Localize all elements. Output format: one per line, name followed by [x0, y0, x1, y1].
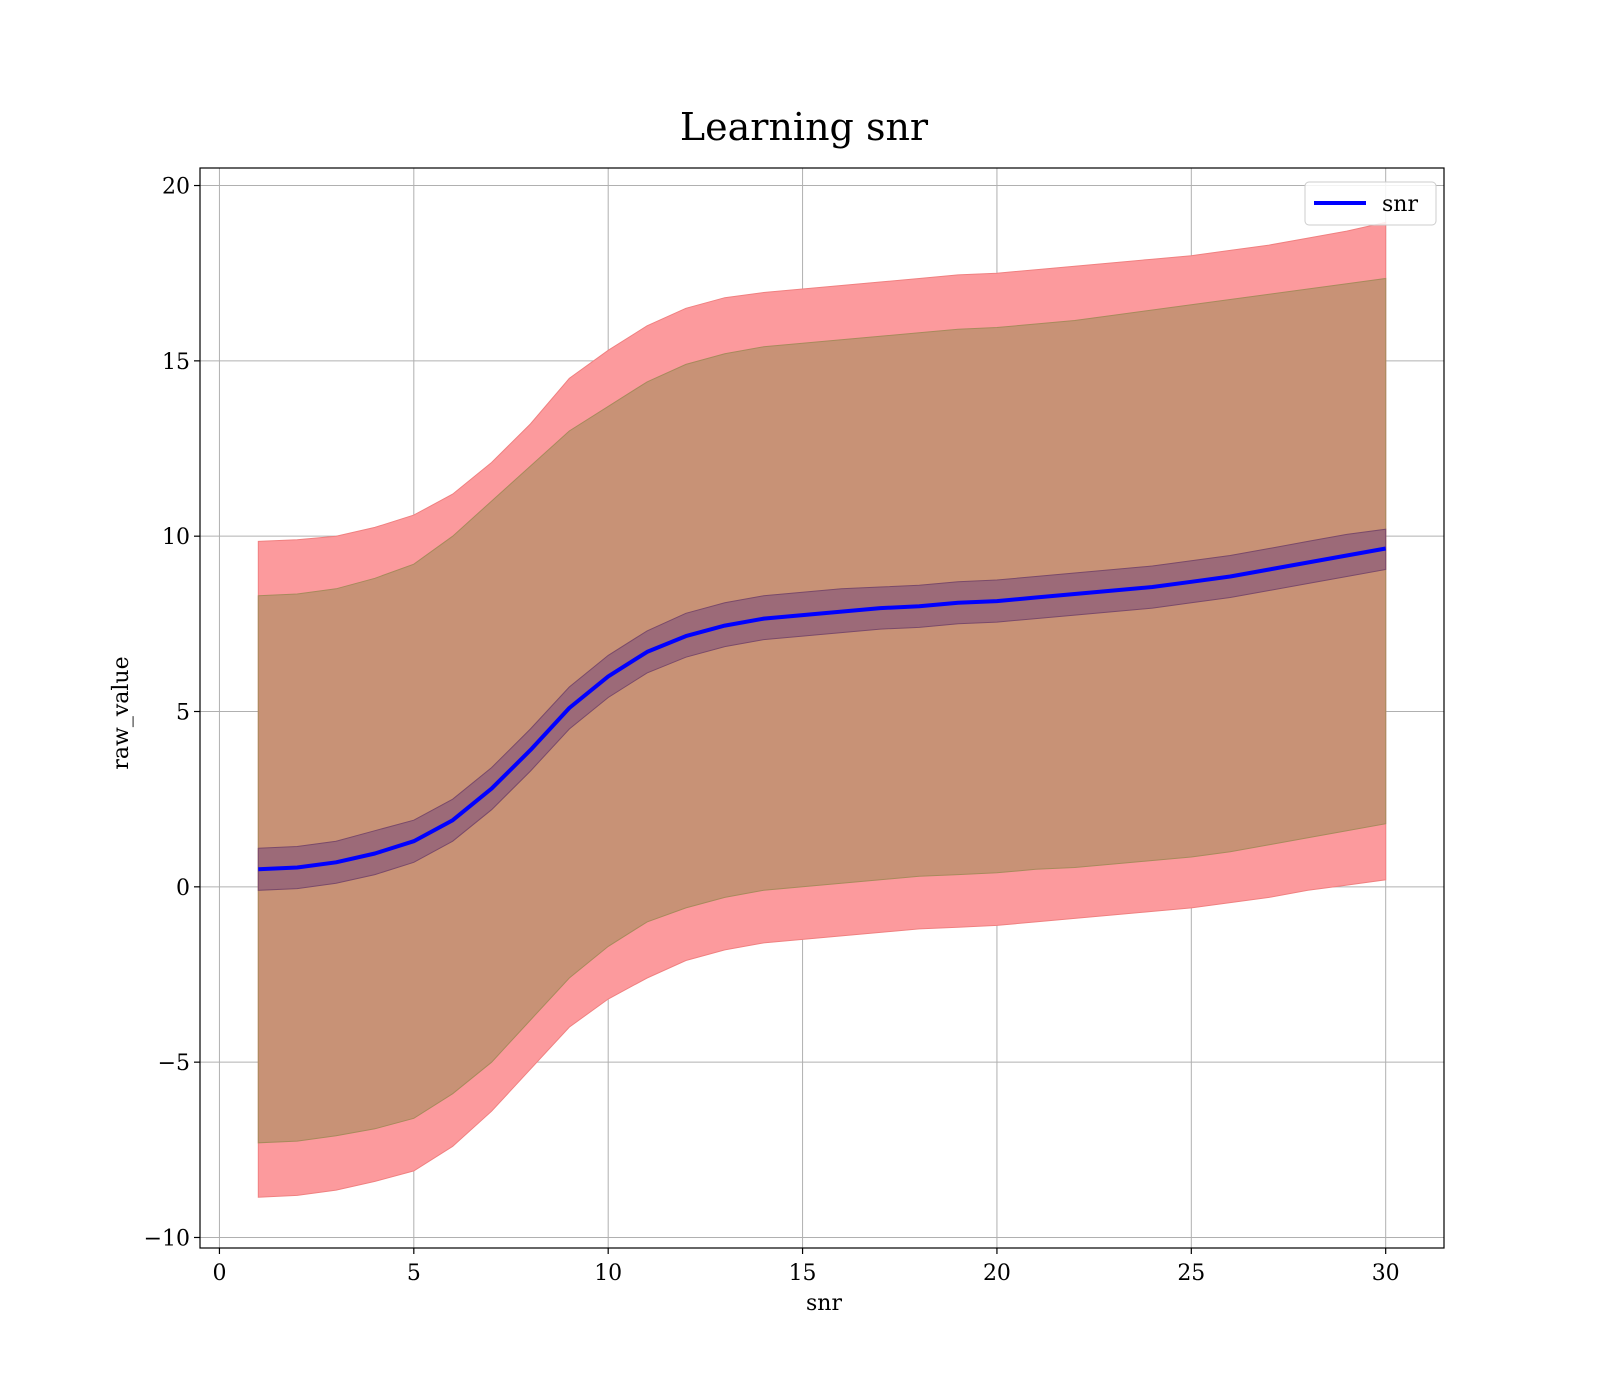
- y-axis-label: raw_value: [109, 656, 134, 769]
- y-tick-label-3: 5: [176, 701, 190, 726]
- chart-title: Learning snr: [680, 105, 929, 149]
- x-tick-label-1: 5: [407, 1261, 421, 1286]
- y-tick-label-2: 0: [176, 876, 190, 901]
- x-tick-label-3: 15: [789, 1261, 817, 1286]
- x-tick-label-4: 20: [983, 1261, 1011, 1286]
- x-axis-label: snr: [806, 1291, 842, 1316]
- y-tick-label-6: 20: [162, 175, 190, 200]
- plot-frame: [199, 167, 1445, 1249]
- mean-line: [258, 546, 1387, 872]
- x-tick-label-0: 0: [212, 1261, 226, 1286]
- ticks: 0 5 10 15 20 25 30 −10 −5 0 5 10 15 20: [144, 175, 1400, 1286]
- y-tick-label-5: 15: [162, 350, 190, 375]
- middle-band: [257, 277, 1387, 1144]
- legend: snr: [1304, 181, 1437, 226]
- y-tick-label-0: −10: [144, 1226, 190, 1251]
- y-tick-label-4: 10: [162, 525, 190, 550]
- x-tick-label-2: 10: [594, 1261, 622, 1286]
- legend-label: snr: [1382, 192, 1418, 217]
- mean-line-layer: [258, 546, 1387, 872]
- x-tick-label-5: 25: [1177, 1261, 1205, 1286]
- y-tick-label-1: −5: [158, 1051, 190, 1076]
- legend-box: [1304, 181, 1437, 226]
- bands: [257, 221, 1387, 1198]
- x-tick-label-6: 30: [1372, 1261, 1400, 1286]
